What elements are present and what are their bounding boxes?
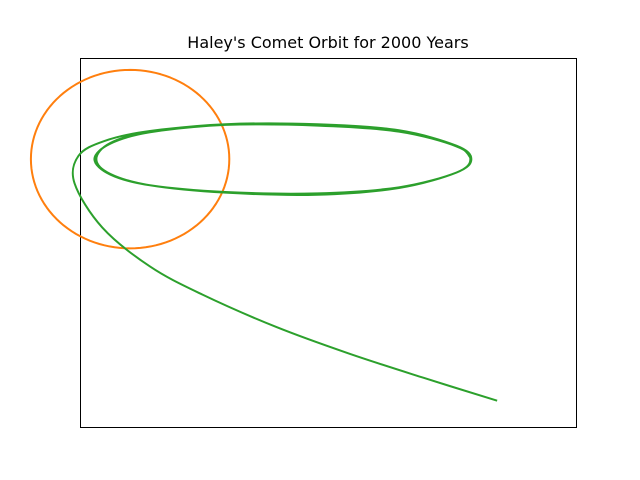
series-line-orange-orbit [29,68,231,250]
axes-frame [80,58,577,428]
chart-title: Haley's Comet Orbit for 2000 Years [187,33,469,52]
series-layer [29,68,498,402]
series-line-green-orbit [71,122,498,402]
